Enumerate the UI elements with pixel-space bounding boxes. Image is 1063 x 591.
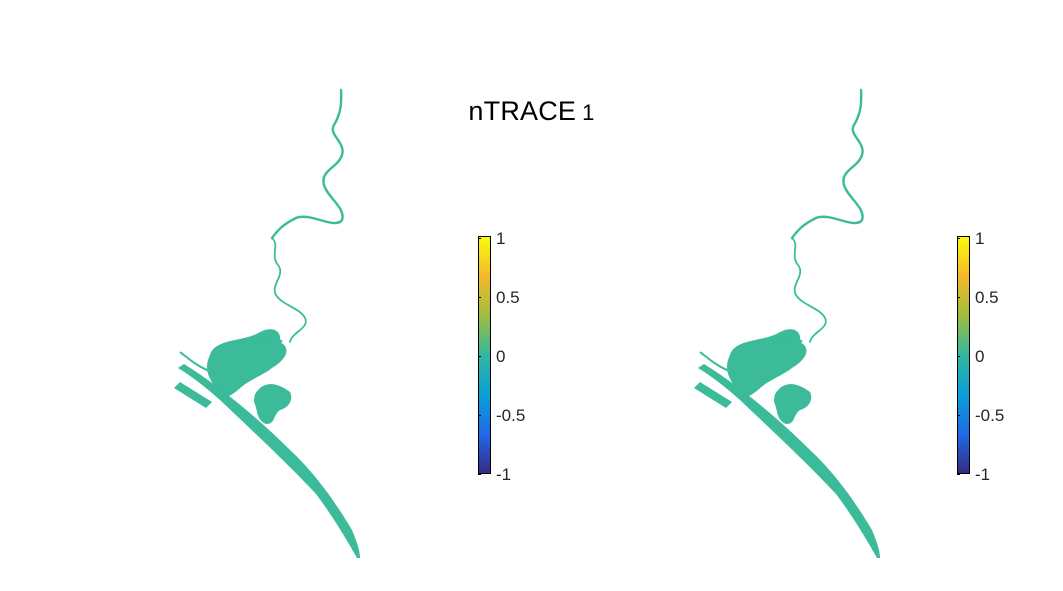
estuary-shape (694, 90, 880, 558)
colorbar-tick-label: 0.5 (975, 289, 999, 306)
colorbar-tick-label: 0 (975, 348, 984, 365)
map-panel-left (120, 80, 420, 570)
map-panel-right (640, 80, 940, 570)
colorbar-tick-mark (478, 297, 481, 298)
colorbar-tick-mark (478, 238, 481, 239)
colorbar-tick-mark (478, 356, 481, 357)
colorbar-tick-label: 0 (496, 348, 505, 365)
colorbar-tick-mark (478, 474, 481, 475)
colorbar-tick-mark (478, 415, 481, 416)
colorbar-tick-mark (957, 297, 960, 298)
colorbar-right (957, 236, 970, 474)
title-main: nTRACE (468, 96, 576, 126)
colorbar-ticks-left: 1 0.5 0 -0.5 -1 (496, 230, 556, 480)
secondary-lagoon (774, 384, 811, 424)
river-upper (272, 90, 343, 238)
colorbar-tick-label: -0.5 (496, 407, 525, 424)
colorbar-tick-label: -0.5 (975, 407, 1004, 424)
colorbar-ticks-right: 1 0.5 0 -0.5 -1 (975, 230, 1035, 480)
secondary-lagoon (254, 384, 291, 424)
colorbar-tick-label: 1 (975, 230, 984, 247)
colorbar-left (478, 236, 491, 474)
colorbar-tick-mark (957, 238, 960, 239)
colorbar-tick-label: -1 (975, 466, 990, 483)
title-subscript: 1 (582, 100, 594, 125)
colorbar-tick-label: -1 (496, 466, 511, 483)
colorbar-tick-mark (957, 474, 960, 475)
colorbar-tick-label: 0.5 (496, 289, 520, 306)
colorbar-tick-mark (957, 356, 960, 357)
estuary-map-left (120, 80, 420, 570)
river-upper (792, 90, 863, 238)
estuary-map-right (640, 80, 940, 570)
river-lower (272, 238, 306, 342)
colorbar-tick-label: 1 (496, 230, 505, 247)
estuary-shape (174, 90, 360, 558)
river-lower (792, 238, 826, 342)
colorbar-tick-mark (957, 415, 960, 416)
